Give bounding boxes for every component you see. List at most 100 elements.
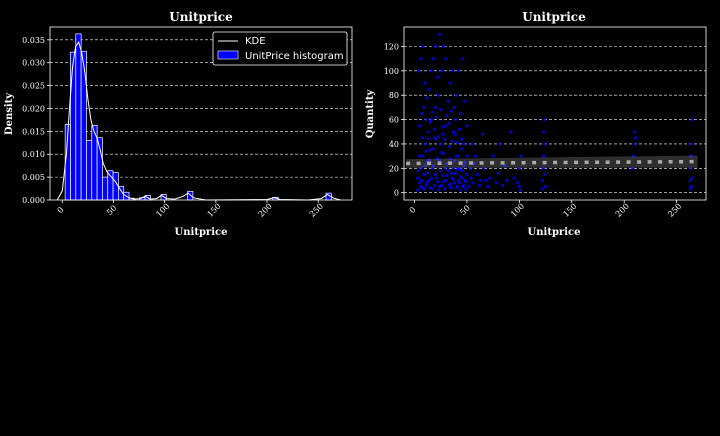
scatter-point (438, 32, 442, 36)
scatter-point (440, 183, 444, 187)
legend-entry-kde: KDE (245, 36, 266, 47)
scatter-point (420, 111, 424, 116)
scatter-point (501, 183, 505, 187)
trend-line (406, 159, 698, 166)
scatter-point (450, 176, 454, 180)
scatter-point (542, 172, 547, 176)
histogram-y-tick-label: 0.005 (22, 173, 45, 182)
scatter-point (419, 57, 423, 61)
scatter-y-tick-label: 0 (394, 189, 399, 198)
histogram-bar (70, 51, 77, 201)
scatter-point (544, 185, 548, 189)
scatter-point (439, 108, 443, 112)
scatter-point (421, 136, 425, 140)
scatter-point (449, 109, 453, 113)
scatter-point (448, 157, 452, 161)
scatter-point (421, 154, 425, 158)
scatter-point (517, 185, 521, 189)
scatter-point (447, 121, 451, 125)
scatter-point (428, 186, 432, 190)
scatter-point (433, 44, 438, 49)
scatter-point (451, 130, 455, 134)
scatter-point (541, 130, 546, 134)
scatter-x-tick-label: 0 (408, 205, 418, 215)
histogram-y-axis-label: Density (4, 92, 15, 135)
scatter-point (456, 69, 461, 73)
scatter-point (465, 172, 469, 176)
scatter-point (433, 105, 438, 109)
scatter-point (465, 154, 469, 158)
scatter-point (419, 185, 423, 189)
scatter-point (418, 181, 422, 185)
histogram-y-tick-label: 0.000 (22, 196, 45, 205)
scatter-point (484, 178, 488, 183)
scatter-point (423, 164, 427, 168)
scatter-point (467, 185, 471, 189)
scatter-point (436, 180, 440, 184)
scatter-point (633, 130, 637, 134)
scatter-point (634, 136, 638, 140)
scatter-point (542, 118, 547, 122)
scatter-point (440, 69, 444, 73)
legend-histogram-swatch (217, 50, 239, 60)
scatter-point (426, 137, 430, 141)
scatter-point (432, 127, 436, 131)
scatter-point (442, 44, 446, 49)
scatter-point (488, 176, 492, 180)
scatter-y-ticks: 0 20 40 60 80 100 120 (384, 42, 404, 198)
scatter-point (422, 187, 426, 191)
scatter-point (431, 147, 435, 151)
legend-entry-histogram: UnitPrice histogram (245, 51, 344, 62)
scatter-point (453, 132, 457, 136)
scatter-point (449, 171, 453, 175)
scatter-point (426, 130, 430, 134)
scatter-point (430, 110, 434, 114)
scatter-point (518, 188, 523, 192)
scatter-point (688, 187, 692, 191)
scatter-point (470, 142, 474, 146)
scatter-point (460, 147, 464, 151)
scatter-y-tick-label: 60 (389, 116, 399, 125)
scatter-point (454, 154, 458, 158)
scatter-point (443, 137, 447, 141)
scatter-point (505, 178, 509, 183)
scatter-point (690, 176, 695, 180)
scatter-point (420, 178, 424, 183)
scatter-point (445, 174, 449, 178)
scatter-point (430, 166, 434, 170)
scatter-point (688, 166, 692, 170)
scatter-point (419, 166, 423, 170)
scatter-point (449, 186, 453, 190)
histogram-y-tick-label: 0.025 (22, 82, 45, 91)
trend-confidence-band (406, 155, 698, 168)
scatter-point (446, 99, 450, 103)
scatter-point (428, 148, 432, 152)
scatter-point (417, 69, 421, 73)
scatter-point (503, 164, 507, 168)
scatter-point (542, 142, 547, 146)
scatter-point (458, 181, 462, 185)
scatter-point (437, 93, 441, 97)
scatter-point (462, 142, 466, 146)
scatter-point (454, 93, 458, 97)
scatter-point (541, 154, 546, 158)
histogram-y-ticks: 0.000 0.005 0.010 0.015 0.020 0.025 0.030 0.035 (22, 36, 50, 205)
scatter-y-tick-label: 20 (389, 164, 399, 173)
scatter-point (472, 161, 476, 166)
scatter-point (473, 154, 477, 158)
scatter-point (416, 188, 420, 192)
scatter-point (441, 132, 445, 136)
histogram-x-tick-label: 0 (56, 205, 66, 215)
scatter-point (519, 154, 524, 158)
scatter-point (423, 142, 427, 146)
scatter-point (416, 176, 420, 180)
scatter-point (465, 124, 469, 128)
scatter-point (437, 135, 441, 139)
scatter-point (439, 142, 443, 146)
histogram-y-tick-label: 0.035 (22, 36, 45, 45)
scatter-point (459, 188, 463, 192)
scatter-title: Unitprice (522, 10, 586, 24)
scatter-point (452, 181, 456, 185)
scatter-point (431, 164, 435, 168)
